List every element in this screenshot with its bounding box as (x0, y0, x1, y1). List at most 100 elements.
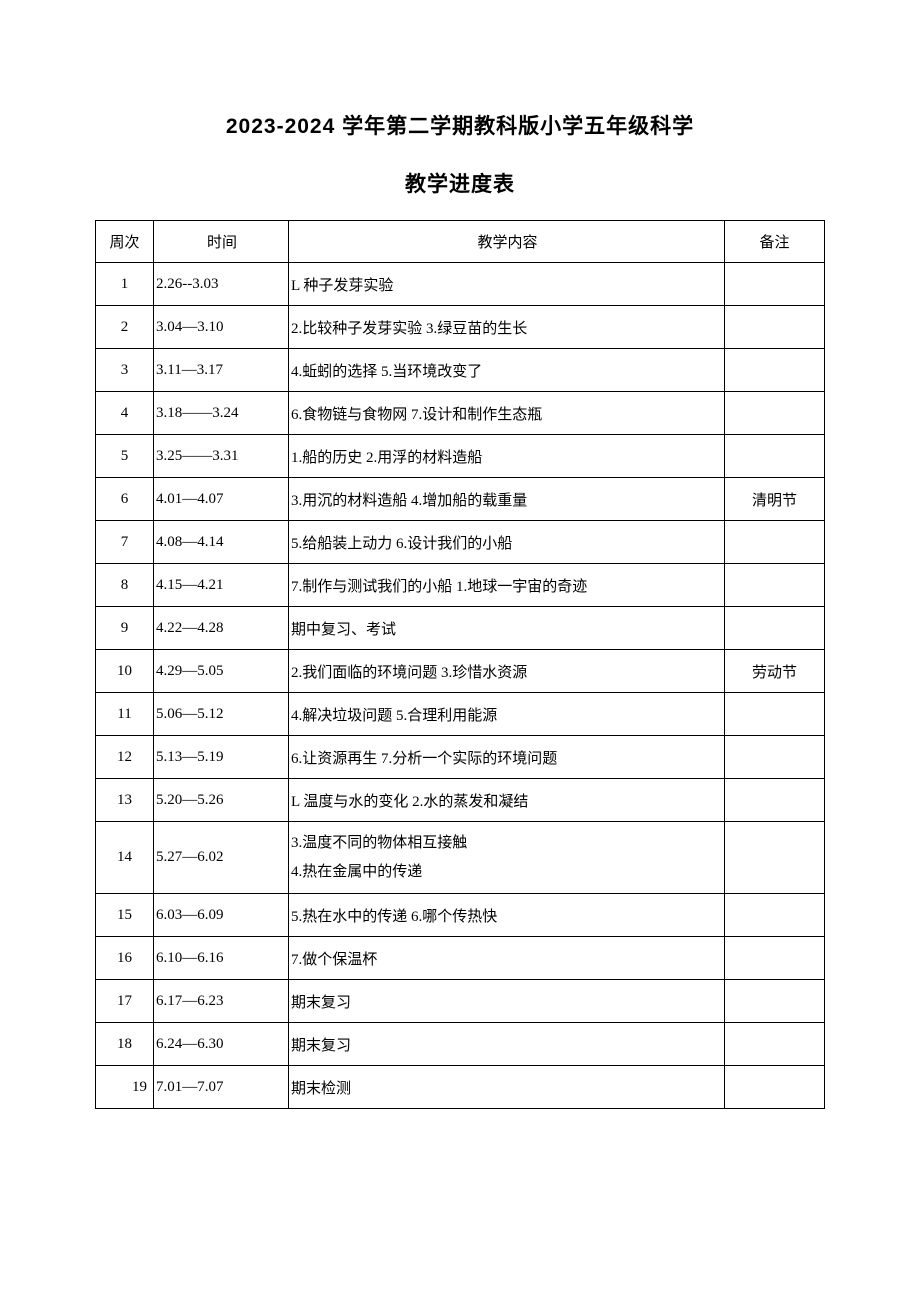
cell-note (725, 937, 825, 980)
cell-note (725, 822, 825, 894)
cell-week: 13 (96, 779, 154, 822)
table-row: 74.08—4.145.给船装上动力 6.设计我们的小船 (96, 521, 825, 564)
cell-date: 5.06—5.12 (154, 693, 289, 736)
cell-note (725, 349, 825, 392)
cell-date: 5.27—6.02 (154, 822, 289, 894)
cell-date: 2.26--3.03 (154, 263, 289, 306)
table-row: 115.06—5.124.解决垃圾问题 5.合理利用能源 (96, 693, 825, 736)
cell-date: 6.03—6.09 (154, 894, 289, 937)
header-note: 备注 (725, 221, 825, 263)
cell-content: 期中复习、考试 (289, 607, 725, 650)
table-row: 186.24—6.30期末复习 (96, 1023, 825, 1066)
cell-date: 4.29—5.05 (154, 650, 289, 693)
header-week: 周次 (96, 221, 154, 263)
cell-date: 7.01—7.07 (154, 1066, 289, 1109)
cell-content: 7.做个保温杯 (289, 937, 725, 980)
cell-week: 8 (96, 564, 154, 607)
cell-content: 5.给船装上动力 6.设计我们的小船 (289, 521, 725, 564)
cell-note (725, 607, 825, 650)
cell-week: 18 (96, 1023, 154, 1066)
cell-note (725, 521, 825, 564)
cell-week: 17 (96, 980, 154, 1023)
table-row: 145.27—6.023.温度不同的物体相互接触4.热在金属中的传递 (96, 822, 825, 894)
table-row: 166.10—6.167.做个保温杯 (96, 937, 825, 980)
table-row: 104.29—5.052.我们面临的环境问题 3.珍惜水资源劳动节 (96, 650, 825, 693)
cell-content: 6.食物链与食物网 7.设计和制作生态瓶 (289, 392, 725, 435)
cell-note (725, 693, 825, 736)
cell-date: 4.01—4.07 (154, 478, 289, 521)
cell-note: 清明节 (725, 478, 825, 521)
cell-week: 9 (96, 607, 154, 650)
cell-content: 3.用沉的材料造船 4.增加船的载重量 (289, 478, 725, 521)
table-row: 53.25——3.311.船的历史 2.用浮的材料造船 (96, 435, 825, 478)
cell-content: 5.热在水中的传递 6.哪个传热快 (289, 894, 725, 937)
cell-content: L 种子发芽实验 (289, 263, 725, 306)
table-row: 12.26--3.03L 种子发芽实验 (96, 263, 825, 306)
main-title: 2023-2024 学年第二学期教科版小学五年级科学 (95, 110, 825, 140)
cell-note (725, 435, 825, 478)
cell-week: 10 (96, 650, 154, 693)
cell-date: 5.20—5.26 (154, 779, 289, 822)
cell-week: 4 (96, 392, 154, 435)
cell-week: 15 (96, 894, 154, 937)
cell-note (725, 736, 825, 779)
header-date: 时间 (154, 221, 289, 263)
cell-note (725, 392, 825, 435)
table-row: 64.01—4.073.用沉的材料造船 4.增加船的载重量清明节 (96, 478, 825, 521)
cell-note (725, 1066, 825, 1109)
cell-note (725, 306, 825, 349)
cell-week: 1 (96, 263, 154, 306)
table-row: 135.20—5.26L 温度与水的变化 2.水的蒸发和凝结 (96, 779, 825, 822)
cell-content: 2.比较种子发芽实验 3.绿豆苗的生长 (289, 306, 725, 349)
cell-note: 劳动节 (725, 650, 825, 693)
cell-content: 3.温度不同的物体相互接触4.热在金属中的传递 (289, 822, 725, 894)
cell-content: 2.我们面临的环境问题 3.珍惜水资源 (289, 650, 725, 693)
cell-content: 期末复习 (289, 980, 725, 1023)
cell-date: 6.24—6.30 (154, 1023, 289, 1066)
cell-date: 6.17—6.23 (154, 980, 289, 1023)
table-row: 176.17—6.23期末复习 (96, 980, 825, 1023)
cell-note (725, 779, 825, 822)
cell-date: 3.04—3.10 (154, 306, 289, 349)
cell-date: 4.15—4.21 (154, 564, 289, 607)
cell-content: 6.让资源再生 7.分析一个实际的环境问题 (289, 736, 725, 779)
cell-week: 12 (96, 736, 154, 779)
header-content: 教学内容 (289, 221, 725, 263)
table-row: 43.18——3.246.食物链与食物网 7.设计和制作生态瓶 (96, 392, 825, 435)
table-header-row: 周次 时间 教学内容 备注 (96, 221, 825, 263)
cell-date: 3.18——3.24 (154, 392, 289, 435)
cell-week: 2 (96, 306, 154, 349)
table-row: 33.11—3.174.蚯蚓的选择 5.当环境改变了 (96, 349, 825, 392)
cell-content: 期末检测 (289, 1066, 725, 1109)
cell-date: 5.13—5.19 (154, 736, 289, 779)
cell-content: 期末复习 (289, 1023, 725, 1066)
cell-date: 4.08—4.14 (154, 521, 289, 564)
cell-note (725, 980, 825, 1023)
table-body: 12.26--3.03L 种子发芽实验23.04—3.102.比较种子发芽实验 … (96, 263, 825, 1109)
cell-content: 4.蚯蚓的选择 5.当环境改变了 (289, 349, 725, 392)
cell-content: 7.制作与测试我们的小船 1.地球一宇宙的奇迹 (289, 564, 725, 607)
cell-content: 4.解决垃圾问题 5.合理利用能源 (289, 693, 725, 736)
cell-content: L 温度与水的变化 2.水的蒸发和凝结 (289, 779, 725, 822)
cell-week: 7 (96, 521, 154, 564)
table-row: 197.01—7.07期末检测 (96, 1066, 825, 1109)
cell-week: 5 (96, 435, 154, 478)
cell-date: 6.10—6.16 (154, 937, 289, 980)
table-row: 125.13—5.196.让资源再生 7.分析一个实际的环境问题 (96, 736, 825, 779)
cell-date: 3.11—3.17 (154, 349, 289, 392)
cell-week: 11 (96, 693, 154, 736)
sub-title: 教学进度表 (95, 168, 825, 198)
cell-date: 4.22—4.28 (154, 607, 289, 650)
table-row: 156.03—6.095.热在水中的传递 6.哪个传热快 (96, 894, 825, 937)
cell-week: 14 (96, 822, 154, 894)
cell-note (725, 263, 825, 306)
cell-note (725, 1023, 825, 1066)
title-block: 2023-2024 学年第二学期教科版小学五年级科学 教学进度表 (95, 110, 825, 198)
multi-line-content: 3.温度不同的物体相互接触4.热在金属中的传递 (291, 829, 724, 886)
table-row: 23.04—3.102.比较种子发芽实验 3.绿豆苗的生长 (96, 306, 825, 349)
cell-note (725, 894, 825, 937)
table-row: 84.15—4.217.制作与测试我们的小船 1.地球一宇宙的奇迹 (96, 564, 825, 607)
schedule-table: 周次 时间 教学内容 备注 12.26--3.03L 种子发芽实验23.04—3… (95, 220, 825, 1109)
cell-week: 19 (96, 1066, 154, 1109)
cell-week: 6 (96, 478, 154, 521)
